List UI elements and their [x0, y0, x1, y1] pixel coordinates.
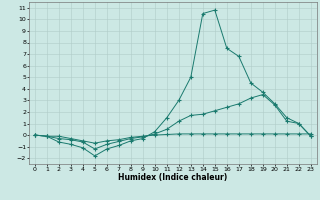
- X-axis label: Humidex (Indice chaleur): Humidex (Indice chaleur): [118, 173, 228, 182]
